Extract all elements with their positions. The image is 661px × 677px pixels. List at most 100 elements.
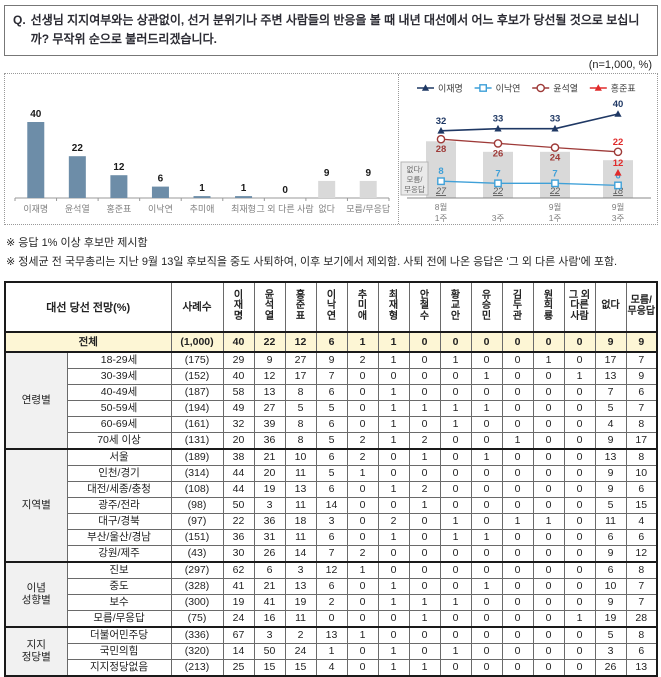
- x-label-week: 1주: [435, 213, 448, 223]
- group-label-line: 정당별: [21, 651, 51, 664]
- bar-category-label: 이낙연: [148, 204, 173, 214]
- x-label-month: 9월: [612, 202, 625, 212]
- n-cell: (98): [170, 496, 224, 514]
- bar-4: [193, 196, 211, 199]
- value-cell: 8: [625, 625, 658, 644]
- value-cell: 2: [408, 480, 441, 498]
- value-cell: 0: [439, 367, 472, 385]
- value-cell: 12: [315, 560, 348, 579]
- candidate-header: 없다: [594, 281, 627, 333]
- value-cell: 0: [563, 464, 596, 482]
- row-label: 대전/세종/충청: [66, 480, 172, 498]
- x-label-week: 3주: [492, 213, 505, 223]
- value-cell: 0: [408, 350, 441, 369]
- series-value-label: 28: [436, 144, 447, 155]
- value-cell: 1: [439, 415, 472, 433]
- candidate-header-line: 무응답: [627, 305, 656, 317]
- value-cell: 15: [253, 658, 286, 677]
- bar-value-label: 1: [199, 183, 205, 194]
- value-cell: 0: [501, 544, 534, 563]
- value-cell: 0: [532, 399, 565, 417]
- value-cell: 6: [315, 415, 348, 433]
- value-cell: 0: [408, 512, 441, 530]
- table-row: 연령별 18-29세 (175) 29 9 27 9 2 1 0 1 0 0 1 0 17 7: [4, 350, 658, 450]
- legend-label: 이재명: [438, 84, 463, 94]
- question-text: 선생님 지지여부와는 상관없이, 선거 분위기나 주변 사람들의 반응을 볼 때…: [30, 13, 640, 46]
- series-marker: [493, 139, 503, 148]
- series-value-label: 24: [550, 153, 561, 164]
- bar-value-label: 12: [113, 162, 125, 173]
- group-label-cell: 지지 정당별: [4, 625, 68, 677]
- row-label: 보수: [66, 593, 172, 611]
- value-cell: 22: [253, 330, 286, 353]
- series-value-label: 12: [613, 158, 624, 169]
- bar-category-label: 모름/무응답: [346, 203, 390, 214]
- value-cell: 30: [222, 544, 255, 563]
- value-cell: 1: [439, 642, 472, 660]
- n-cell: (152): [170, 367, 224, 385]
- candidate-header-line: 김: [512, 289, 523, 301]
- value-cell: 5: [315, 431, 348, 450]
- value-cell: 0: [439, 431, 472, 450]
- value-cell: 9: [594, 431, 627, 450]
- value-cell: 5: [315, 399, 348, 417]
- nonresponse-bar-value: 18: [613, 186, 623, 196]
- row-label: 18-29세: [66, 350, 172, 369]
- value-cell: 14: [284, 544, 317, 563]
- value-cell: 1: [315, 642, 348, 660]
- value-cell: 25: [222, 658, 255, 677]
- row-label: 인천/경기: [66, 464, 172, 482]
- series-value-label: 7: [552, 168, 557, 179]
- value-cell: 3: [315, 512, 348, 530]
- n-header: 사례수: [170, 281, 224, 333]
- value-cell: 1: [439, 350, 472, 369]
- value-cell: 0: [532, 464, 565, 482]
- bar-5: [235, 196, 253, 199]
- n-cell: (97): [170, 512, 224, 530]
- value-cell: 8: [284, 383, 317, 401]
- row-label: 강원/제주: [66, 544, 172, 563]
- value-cell: 0: [532, 330, 565, 353]
- candidate-header-line: 낙: [326, 300, 337, 312]
- value-cell: 21: [253, 447, 286, 466]
- row-label: 부산/울산/경남: [66, 528, 172, 546]
- candidate-header-line: 없다: [601, 300, 620, 312]
- value-cell: 0: [408, 528, 441, 546]
- series-line-0: [440, 113, 619, 132]
- n-cell: (151): [170, 528, 224, 546]
- table-row: 국민의힘 (320) 14 50 24 1 0 1 0 1 0 0 0 0 3 6: [5, 642, 658, 660]
- value-cell: 1: [346, 560, 379, 579]
- bar-category-label: 없다: [318, 204, 335, 214]
- value-cell: 0: [563, 625, 596, 644]
- value-cell: 9: [594, 330, 627, 353]
- value-cell: 0: [439, 330, 472, 353]
- n-cell: (189): [170, 447, 224, 466]
- value-cell: 0: [532, 480, 565, 498]
- trend-chart-panel: 이재명 이낙연 윤석열 홍준표 27 22 22 18 8월 1주 3주 9월 1주 9월 3주 없다/모름/…: [399, 74, 657, 224]
- value-cell: 20: [222, 431, 255, 450]
- value-cell: 0: [532, 496, 565, 514]
- n-cell: (187): [170, 383, 224, 401]
- candidate-header-line: 표: [295, 310, 306, 322]
- candidate-header-line: 윤: [264, 289, 275, 301]
- bar-chart-panel: 40 이재명 22 윤석열 12 홍준표 6 이낙연 1 추미애 1 최재형 0 그 외 다른 사람 9 없다…: [5, 74, 399, 225]
- group-label-line: 성향별: [21, 594, 51, 607]
- n-cell: (161): [170, 415, 224, 433]
- value-cell: 39: [253, 415, 286, 433]
- value-cell: 2: [346, 544, 379, 563]
- bar-category-label: 홍준표: [106, 203, 131, 214]
- value-cell: 0: [439, 609, 472, 628]
- table-row: 부산/울산/경남 (151) 36 31 11 6 0 1 0 1 1 0 0 0 6 6: [5, 528, 658, 546]
- value-cell: 9: [625, 367, 658, 385]
- value-cell: 1: [377, 431, 410, 450]
- value-cell: 6: [315, 528, 348, 546]
- value-cell: 2: [408, 431, 441, 450]
- value-cell: 0: [470, 544, 503, 563]
- value-cell: 6: [625, 480, 658, 498]
- value-cell: 0: [439, 560, 472, 579]
- value-cell: 6: [594, 560, 627, 579]
- n-cell: (328): [170, 577, 224, 595]
- value-cell: 6: [315, 480, 348, 498]
- value-cell: 0: [470, 383, 503, 401]
